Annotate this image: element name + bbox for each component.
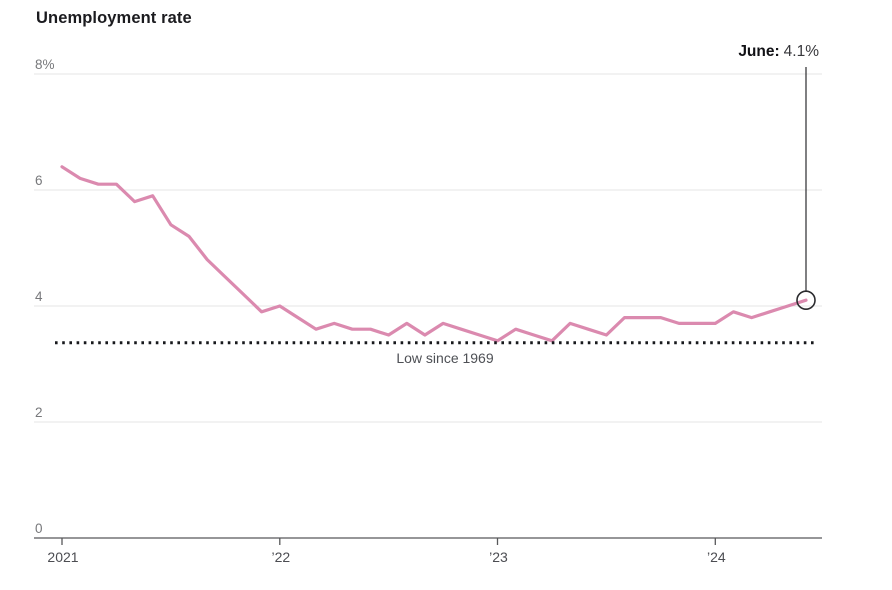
- annotation-value-label: 4.1%: [783, 43, 819, 60]
- unemployment-line: [60, 165, 808, 343]
- reference-line-label: Low since 1969: [396, 350, 494, 366]
- y-tick-label: 8%: [35, 57, 55, 72]
- annotation-month-label: June:: [738, 43, 780, 60]
- latest-point-marker: [796, 290, 816, 311]
- x-tick-label: 2021: [47, 549, 78, 565]
- x-tick-label: ’24: [707, 549, 726, 565]
- x-tick-label: ’22: [271, 549, 290, 565]
- chart-title: Unemployment rate: [36, 9, 192, 27]
- y-tick-label: 2: [35, 405, 43, 420]
- y-tick-label: 4: [35, 289, 43, 304]
- x-tick-label: ’23: [489, 549, 508, 565]
- y-tick-label: 6: [35, 173, 43, 188]
- y-tick-label: 0: [35, 521, 43, 536]
- latest-value-annotation: June: 4.1%: [738, 43, 819, 61]
